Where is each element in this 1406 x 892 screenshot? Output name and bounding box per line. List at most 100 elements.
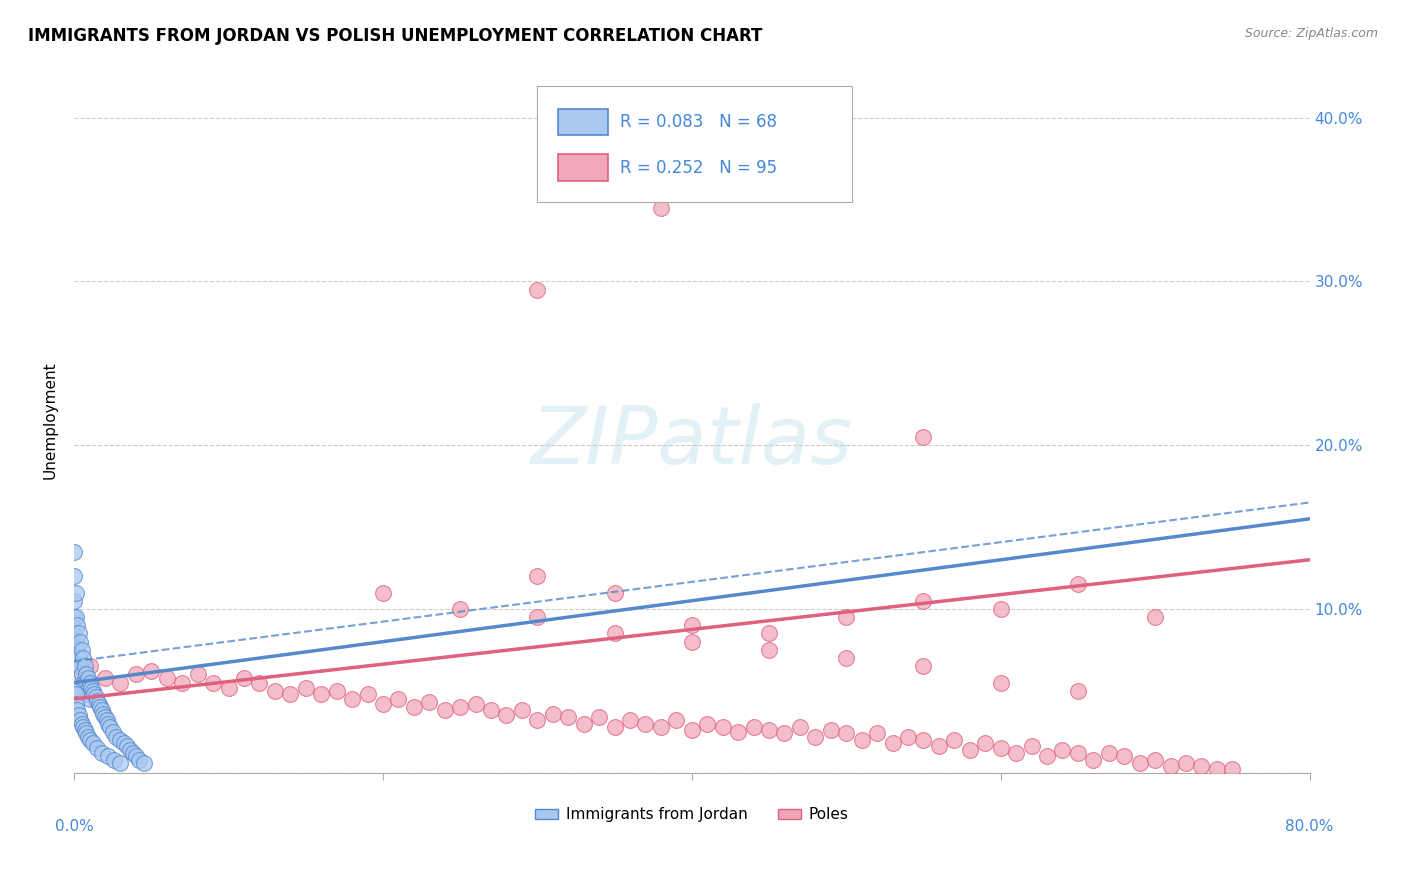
Point [1114, 749, 1136, 764]
Point [263, 683, 285, 698]
Point [77, 730, 100, 744]
Point [526, 610, 548, 624]
FancyBboxPatch shape [558, 109, 607, 136]
Point [510, 703, 533, 717]
Point [943, 733, 966, 747]
Point [79, 659, 101, 673]
Point [110, 675, 132, 690]
Point [121, 746, 143, 760]
Point [66, 643, 89, 657]
Text: Source: ZipAtlas.com: Source: ZipAtlas.com [1244, 27, 1378, 40]
Point [990, 741, 1012, 756]
Point [371, 697, 394, 711]
Text: IMMIGRANTS FROM JORDAN VS POLISH UNEMPLOYMENT CORRELATION CHART: IMMIGRANTS FROM JORDAN VS POLISH UNEMPLO… [28, 27, 762, 45]
Point [77, 671, 100, 685]
Point [69, 713, 91, 727]
Point [1144, 753, 1167, 767]
Point [681, 723, 703, 737]
Point [63, 544, 86, 558]
Point [912, 659, 935, 673]
Point [278, 687, 301, 701]
Point [959, 743, 981, 757]
Point [912, 430, 935, 444]
Point [758, 723, 780, 737]
Point [1129, 756, 1152, 770]
Point [128, 753, 150, 767]
Point [464, 697, 486, 711]
Point [125, 749, 148, 764]
Point [77, 687, 100, 701]
Point [69, 634, 91, 648]
Point [1083, 753, 1105, 767]
Point [928, 739, 950, 754]
Point [172, 675, 194, 690]
Point [1067, 683, 1090, 698]
Point [66, 618, 89, 632]
Point [63, 643, 86, 657]
Point [835, 610, 858, 624]
Point [1005, 746, 1028, 760]
FancyBboxPatch shape [537, 87, 852, 202]
Point [73, 675, 96, 690]
Point [97, 749, 120, 764]
Point [63, 683, 86, 698]
Point [75, 726, 97, 740]
Point [588, 710, 610, 724]
Point [696, 716, 718, 731]
Y-axis label: Unemployment: Unemployment [44, 362, 58, 479]
Point [1098, 746, 1121, 760]
Point [758, 643, 780, 657]
Point [79, 692, 101, 706]
Point [86, 693, 108, 707]
Point [125, 667, 148, 681]
Text: 0.0%: 0.0% [55, 819, 93, 833]
Point [773, 726, 796, 740]
Point [94, 671, 117, 685]
Point [83, 687, 105, 701]
Point [1021, 739, 1043, 754]
Point [187, 667, 209, 681]
Point [1160, 759, 1182, 773]
Point [247, 675, 270, 690]
Point [789, 720, 811, 734]
Point [526, 569, 548, 583]
Point [82, 683, 104, 698]
Point [1205, 763, 1227, 777]
Point [94, 710, 117, 724]
Point [67, 651, 90, 665]
Point [202, 675, 225, 690]
Point [156, 671, 179, 685]
Point [80, 681, 103, 695]
Point [526, 283, 548, 297]
Point [63, 626, 86, 640]
Point [70, 667, 93, 681]
Point [882, 736, 904, 750]
Point [681, 618, 703, 632]
Point [804, 730, 827, 744]
Point [449, 700, 471, 714]
Point [87, 697, 110, 711]
Point [98, 720, 121, 734]
Point [1036, 749, 1059, 764]
Point [72, 720, 94, 734]
Point [65, 634, 87, 648]
Point [325, 683, 347, 698]
Point [387, 692, 409, 706]
Point [63, 593, 86, 607]
Point [851, 733, 873, 747]
Point [110, 756, 132, 770]
Point [634, 716, 657, 731]
Point [711, 720, 734, 734]
Point [402, 700, 425, 714]
Point [665, 713, 688, 727]
Point [141, 664, 163, 678]
Point [67, 626, 90, 640]
Point [118, 743, 141, 757]
Point [90, 746, 112, 760]
Point [233, 671, 256, 685]
Point [79, 733, 101, 747]
Text: R = 0.083   N = 68: R = 0.083 N = 68 [620, 113, 778, 131]
Point [75, 683, 97, 698]
Point [603, 585, 626, 599]
Point [66, 703, 89, 717]
